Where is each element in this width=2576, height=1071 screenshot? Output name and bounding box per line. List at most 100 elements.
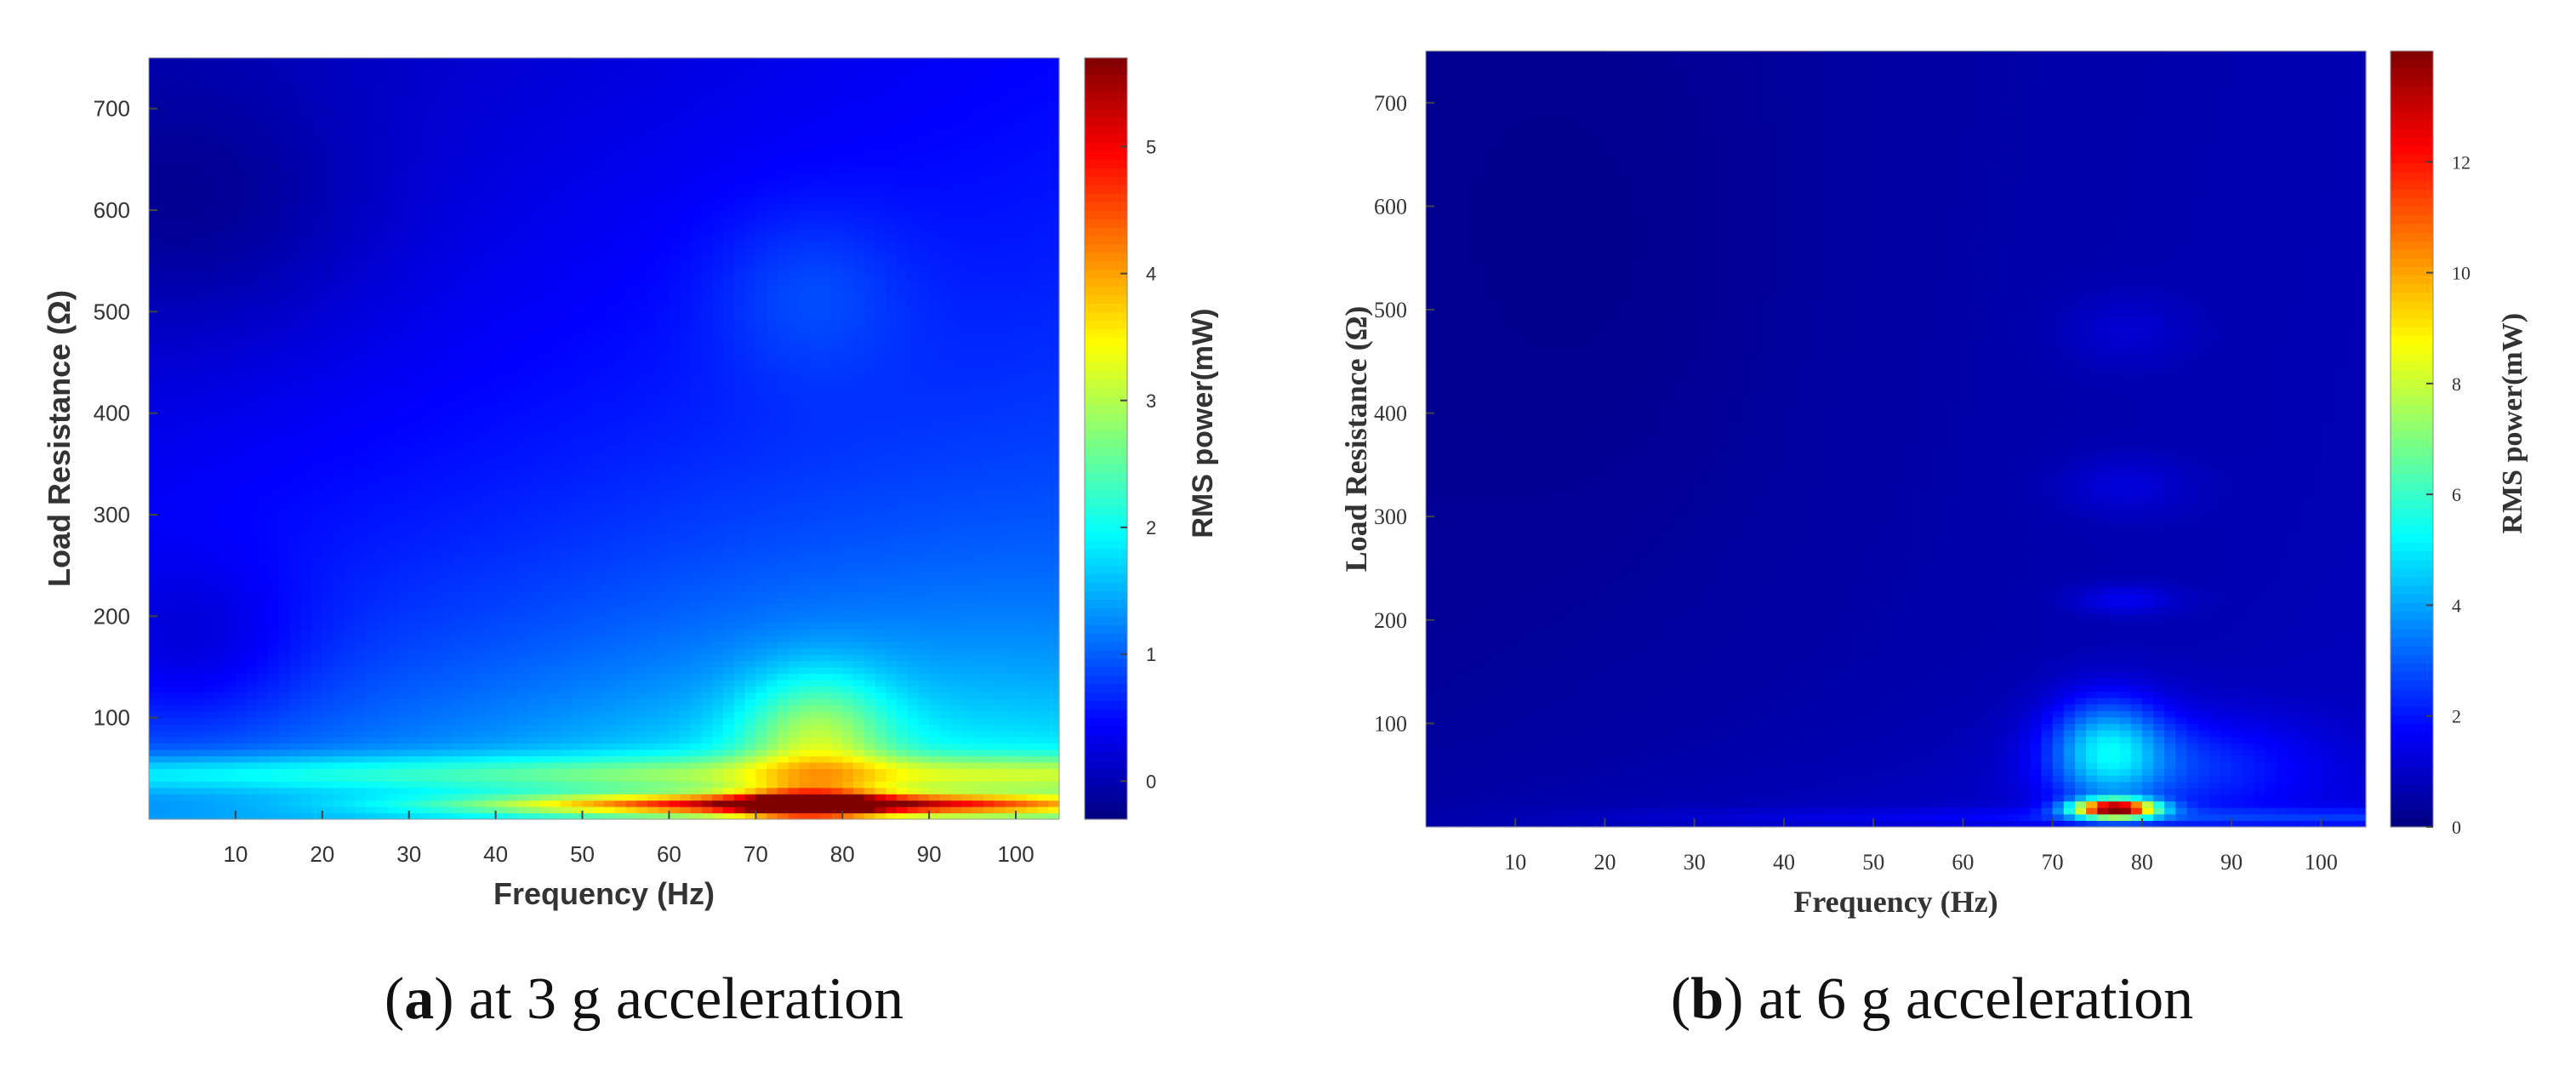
- heatmap-cell: [593, 755, 605, 763]
- heatmap-cell: [561, 768, 573, 776]
- heatmap-cell: [333, 482, 345, 490]
- heatmap-cell: [582, 508, 594, 516]
- heatmap-cell: [376, 356, 388, 363]
- heatmap-cell: [408, 806, 421, 814]
- heatmap-cell: [311, 197, 323, 205]
- heatmap-cell: [300, 368, 312, 376]
- heatmap-cell: [550, 394, 561, 402]
- heatmap-cell: [278, 679, 291, 686]
- heatmap-cell: [300, 596, 312, 605]
- heatmap-cell: [257, 546, 269, 554]
- heatmap-cell: [376, 330, 388, 338]
- heatmap-cell: [159, 629, 172, 636]
- heatmap-cell: [365, 128, 378, 135]
- heatmap-cell: [430, 737, 442, 744]
- heatmap-cell: [506, 609, 518, 617]
- heatmap-cell: [149, 350, 161, 357]
- heatmap-cell: [202, 64, 215, 71]
- heatmap-cell: [311, 654, 323, 662]
- heatmap-cell: [408, 515, 421, 522]
- heatmap-cell: [170, 438, 182, 446]
- heatmap-cell: [376, 730, 388, 738]
- heatmap-cell: [419, 381, 431, 389]
- heatmap-cell: [355, 324, 367, 332]
- heatmap-cell: [397, 539, 410, 547]
- heatmap-cell: [582, 172, 594, 179]
- heatmap-cell: [311, 128, 323, 135]
- heatmap-cell: [311, 152, 323, 160]
- heatmap-cell: [149, 641, 161, 649]
- heatmap-cell: [408, 330, 421, 338]
- heatmap-cell: [571, 692, 584, 699]
- heatmap-cell: [430, 781, 442, 789]
- heatmap-cell: [397, 299, 410, 306]
- heatmap-cell: [246, 755, 258, 763]
- heatmap-cell: [235, 210, 248, 218]
- heatmap-cell: [225, 730, 237, 738]
- heatmap-cell: [257, 774, 269, 782]
- heatmap-cell: [235, 749, 248, 757]
- heatmap-cell: [539, 737, 550, 744]
- heatmap-cell: [333, 476, 345, 484]
- heatmap-cell: [214, 603, 225, 611]
- heatmap-cell: [159, 787, 172, 795]
- heatmap-cell: [181, 337, 193, 345]
- heatmap-cell: [550, 737, 561, 744]
- heatmap-cell: [365, 806, 378, 814]
- heatmap-cell: [257, 343, 269, 350]
- heatmap-cell: [550, 337, 561, 345]
- heatmap-cell: [268, 482, 280, 490]
- heatmap-cell: [527, 337, 540, 345]
- heatmap-cell: [387, 768, 399, 776]
- heatmap-cell: [278, 77, 291, 84]
- heatmap-cell: [484, 629, 497, 636]
- heatmap-cell: [452, 768, 464, 776]
- heatmap-cell: [365, 413, 378, 420]
- heatmap-cell: [463, 394, 475, 402]
- heatmap-cell: [181, 280, 193, 288]
- heatmap-cell: [495, 590, 507, 598]
- heatmap-cell: [311, 622, 323, 629]
- heatmap-cell: [225, 527, 237, 534]
- heatmap-cell: [311, 337, 323, 345]
- heatmap-cell: [419, 755, 431, 763]
- heatmap-cell: [441, 686, 453, 693]
- heatmap-cell: [365, 286, 378, 293]
- heatmap-cell: [246, 260, 258, 268]
- heatmap-cell: [268, 280, 280, 288]
- heatmap-cell: [561, 667, 573, 675]
- heatmap-cell: [517, 527, 529, 534]
- heatmap-cell: [181, 515, 193, 522]
- heatmap-cell: [539, 692, 550, 699]
- heatmap-cell: [582, 95, 594, 103]
- heatmap-cell: [225, 362, 237, 370]
- heatmap-cell: [550, 229, 561, 236]
- heatmap-cell: [257, 787, 269, 795]
- heatmap-cell: [365, 559, 378, 567]
- heatmap-cell: [397, 781, 410, 789]
- heatmap-cell: [474, 267, 486, 275]
- heatmap-cell: [484, 654, 497, 662]
- heatmap-cell: [517, 521, 529, 528]
- heatmap-cell: [149, 191, 161, 198]
- heatmap-cell: [527, 800, 540, 807]
- heatmap-cell: [419, 280, 431, 288]
- heatmap-cell: [235, 667, 248, 675]
- heatmap-cell: [365, 400, 378, 407]
- heatmap-cell: [582, 70, 594, 77]
- heatmap-cell: [246, 58, 258, 66]
- heatmap-cell: [484, 419, 497, 427]
- heatmap-cell: [365, 191, 378, 198]
- heatmap-cell: [268, 717, 280, 725]
- heatmap-cell: [149, 140, 161, 148]
- heatmap-cell: [506, 337, 518, 345]
- heatmap-cell: [214, 806, 225, 814]
- heatmap-cell: [246, 539, 258, 547]
- heatmap-cell: [441, 292, 453, 300]
- heatmap-cell: [517, 128, 529, 135]
- heatmap-cell: [268, 146, 280, 154]
- heatmap-cell: [441, 267, 453, 275]
- heatmap-cell: [257, 330, 269, 338]
- heatmap-cell: [344, 724, 356, 732]
- heatmap-cell: [278, 89, 291, 97]
